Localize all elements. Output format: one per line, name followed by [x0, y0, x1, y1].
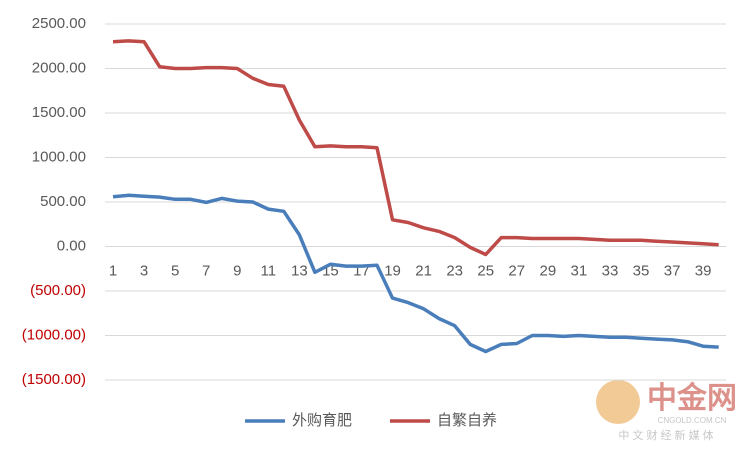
x-tick-label: 11 [261, 262, 277, 279]
y-tick-label: (500.00) [30, 282, 86, 299]
watermark: 中金网 CNGOLD.COM.CN 中 文 财 经 新 媒 体 [596, 380, 737, 442]
x-tick-label: 33 [602, 262, 619, 279]
y-tick-label: 500.00 [40, 193, 86, 210]
x-tick-label: 19 [384, 262, 401, 279]
y-tick-label: 0.00 [57, 237, 86, 254]
legend-label: 外购育肥 [292, 412, 352, 429]
x-tick-label: 21 [415, 262, 432, 279]
x-tick-label: 5 [171, 262, 179, 279]
x-tick-label: 7 [202, 262, 210, 279]
y-tick-label: (1500.00) [22, 371, 86, 388]
watermark-url: CNGOLD.COM.CN [658, 416, 727, 425]
x-tick-label: 29 [539, 262, 556, 279]
x-tick-label: 27 [508, 262, 525, 279]
y-tick-label: 2500.00 [32, 15, 86, 32]
watermark-name: 中金网 [647, 381, 737, 415]
series-line [112, 193, 719, 354]
x-tick-label: 37 [664, 262, 681, 279]
series-line [112, 39, 719, 257]
x-tick-label: 25 [477, 262, 494, 279]
legend-label: 自繁自养 [437, 412, 497, 429]
y-tick-label: 1500.00 [32, 104, 86, 121]
y-tick-label: 2000.00 [32, 59, 86, 76]
watermark-logo [596, 380, 640, 424]
x-tick-label: 35 [633, 262, 650, 279]
x-tick-label: 13 [291, 262, 308, 279]
x-tick-label: 9 [233, 262, 241, 279]
x-tick-label: 1 [109, 262, 117, 279]
y-tick-label: (1000.00) [22, 326, 86, 343]
x-tick-label: 31 [571, 262, 588, 279]
x-tick-label: 23 [446, 262, 463, 279]
watermark-slogan: 中 文 财 经 新 媒 体 [618, 428, 713, 442]
x-tick-label: 3 [140, 262, 148, 279]
x-tick-label: 39 [695, 262, 712, 279]
y-tick-label: 1000.00 [32, 148, 86, 165]
